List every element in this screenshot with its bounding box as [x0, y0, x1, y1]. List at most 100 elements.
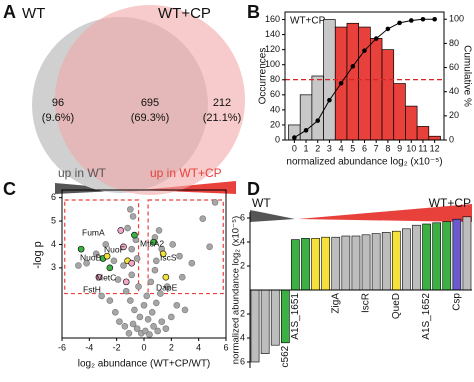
- region-count: 212: [213, 97, 231, 109]
- point: [128, 271, 135, 279]
- y2-tick-label: 80: [449, 38, 459, 48]
- point: [120, 243, 127, 251]
- y-tick-label: 2: [240, 308, 245, 318]
- bar: [432, 222, 442, 291]
- y-tick-label: 6: [240, 356, 245, 366]
- x-tick-label: 5: [350, 143, 355, 153]
- cumulative-point: [408, 18, 414, 23]
- y-tick-label: 5: [51, 215, 56, 225]
- panel-letter: A: [3, 2, 16, 22]
- x-tick-label: 0: [292, 143, 297, 153]
- bar: [250, 289, 260, 363]
- point: [92, 250, 100, 258]
- point: [77, 245, 85, 253]
- y-tick-label: 2: [240, 260, 245, 270]
- x-tick-label: 11: [418, 143, 427, 153]
- point: [127, 297, 134, 304]
- point: [150, 238, 157, 246]
- y-axis-label: Occurrences: [258, 48, 269, 105]
- x-tick-label: 8: [385, 143, 390, 153]
- x-tick-label: 4: [339, 143, 344, 153]
- point: [140, 301, 148, 309]
- bar: [280, 289, 290, 344]
- x-axis-label: normalized abundance log₂ (x10⁻⁵): [286, 157, 442, 168]
- cumulative-point: [385, 26, 391, 32]
- header: WT+CP: [429, 196, 471, 210]
- header: WT: [252, 196, 271, 210]
- bar: [452, 218, 462, 291]
- point: [162, 325, 170, 332]
- y-tick-label: 120: [265, 44, 280, 54]
- point: [146, 331, 153, 338]
- y-tick-label: 40: [270, 104, 280, 114]
- point: [75, 262, 82, 269]
- point: [211, 199, 219, 206]
- point-label: NuoF: [104, 244, 125, 254]
- bar: [412, 224, 421, 291]
- point: [153, 299, 160, 307]
- y-tick-label: 140: [265, 29, 280, 39]
- x-tick-label: 2: [169, 342, 174, 352]
- y-tick-label: 20: [270, 119, 280, 129]
- point: [127, 206, 134, 213]
- region-percent: (69.3%): [131, 112, 170, 124]
- cumulative-point: [327, 97, 332, 103]
- point: [117, 227, 125, 234]
- bar: [371, 233, 381, 291]
- header: up in WT: [58, 166, 107, 180]
- point: [128, 245, 135, 253]
- bar: [391, 230, 401, 291]
- point-label: FumA: [82, 227, 105, 237]
- point: [169, 241, 176, 248]
- region-count: 695: [141, 97, 159, 109]
- cumulative-point: [420, 16, 426, 22]
- set-name: WT: [22, 5, 45, 22]
- y2-tick-label: 100: [449, 14, 464, 24]
- x-tick-label: 3: [327, 143, 332, 153]
- point: [120, 262, 127, 269]
- plot-label: WT+CP: [290, 16, 326, 27]
- bar: [402, 228, 411, 291]
- y-tick-label: 6: [240, 212, 245, 222]
- bar: [346, 22, 360, 141]
- threshold-box: [147, 199, 224, 295]
- panel-letter: D: [247, 179, 260, 199]
- set-circle: [55, 5, 245, 195]
- point: [157, 290, 164, 297]
- point: [181, 306, 189, 314]
- point: [114, 276, 122, 283]
- point: [112, 308, 119, 316]
- point-label: FstH: [83, 284, 101, 294]
- panel-letter: C: [3, 179, 16, 199]
- point: [125, 330, 133, 337]
- point-label: DapE: [156, 282, 178, 292]
- point: [153, 257, 160, 265]
- bar: [260, 289, 270, 354]
- region-percent: (21.1%): [203, 112, 242, 124]
- bar: [291, 239, 300, 291]
- point: [151, 266, 159, 274]
- point: [110, 257, 118, 265]
- point: [173, 301, 181, 309]
- point: [144, 315, 152, 323]
- point: [150, 323, 157, 330]
- bar: [462, 216, 472, 291]
- y2-tick-label: 60: [449, 62, 459, 72]
- x-tick-label: -6: [58, 342, 66, 352]
- category-label: IscR: [361, 293, 372, 313]
- point: [133, 325, 141, 332]
- point: [106, 264, 114, 272]
- point: [102, 241, 110, 248]
- y-tick-label: 100: [265, 59, 280, 69]
- bar: [331, 236, 341, 291]
- point: [122, 278, 130, 286]
- point-label: MetC: [96, 272, 116, 282]
- cumulative-point: [315, 118, 321, 123]
- point: [83, 259, 90, 267]
- bar: [428, 135, 441, 141]
- point-label: IscS: [160, 252, 177, 262]
- cumulative-point: [338, 80, 344, 86]
- bar: [361, 234, 371, 291]
- wtcp-wedge: [298, 204, 472, 222]
- point: [135, 283, 142, 290]
